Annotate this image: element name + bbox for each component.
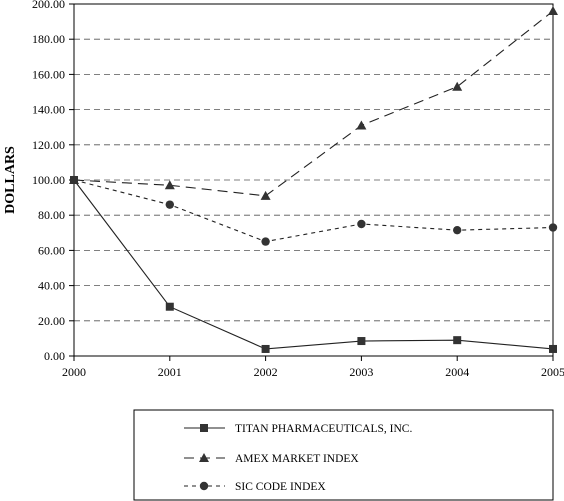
data-point: [453, 225, 462, 235]
legend-marker: [199, 481, 209, 491]
legend: TITAN PHARMACEUTICALS, INC. AMEX MARKET I…: [133, 409, 554, 501]
x-tick-label: 2004: [445, 365, 469, 379]
x-tick-label: 2000: [62, 365, 86, 379]
series-titan-pharmaceuticals-inc: [70, 176, 557, 353]
data-point: [549, 344, 557, 353]
y-tick-label: 80.00: [38, 208, 65, 222]
y-tick-label: 160.00: [32, 67, 65, 81]
x-axis-ticks: 2000 2001 2002 2003 2004 2005: [62, 356, 564, 379]
legend-label: TITAN PHARMACEUTICALS, INC.: [235, 423, 412, 435]
series-line: [73, 179, 554, 350]
y-tick-label: 140.00: [32, 103, 65, 117]
series-amex-market-index: [69, 6, 558, 200]
y-tick-label: 40.00: [38, 279, 65, 293]
y-axis-label: DOLLARS: [3, 146, 18, 214]
data-point: [69, 175, 79, 185]
series-group: [69, 6, 558, 353]
data-point: [453, 336, 462, 345]
data-point: [164, 180, 175, 190]
series-sic-code-index: [69, 175, 558, 246]
y-tick-label: 0.00: [44, 349, 65, 363]
x-tick-label: 2001: [158, 365, 182, 379]
legend-label: AMEX MARKET INDEX: [235, 453, 359, 465]
data-point: [452, 81, 463, 91]
x-tick-label: 2003: [349, 365, 373, 379]
grid-lines: [74, 3, 553, 322]
x-tick-label: 2005: [541, 365, 564, 379]
data-point: [548, 6, 558, 16]
y-tick-label: 100.00: [32, 173, 65, 187]
data-point: [357, 337, 366, 346]
y-tick-label: 20.00: [38, 314, 65, 328]
y-tick-label: 60.00: [38, 243, 65, 257]
data-point: [260, 190, 271, 200]
y-tick-label: 200.00: [32, 0, 65, 11]
data-point: [357, 219, 366, 229]
legend-marker: [199, 453, 209, 462]
series-line: [73, 179, 554, 243]
series-line: [73, 10, 554, 197]
data-point: [356, 120, 367, 130]
y-axis-ticks: 0.00 20.00 40.00 60.00 80.00 100.00 120.00 140.…: [32, 0, 74, 363]
data-point: [165, 200, 174, 209]
data-point: [261, 237, 270, 246]
data-point: [261, 344, 270, 353]
legend-label: SIC CODE INDEX: [235, 481, 326, 493]
data-point: [165, 302, 174, 311]
data-point: [548, 223, 558, 232]
legend-marker: [200, 424, 208, 432]
y-tick-label: 120.00: [32, 138, 65, 152]
x-tick-label: 2002: [254, 365, 278, 379]
y-tick-label: 180.00: [32, 32, 65, 46]
